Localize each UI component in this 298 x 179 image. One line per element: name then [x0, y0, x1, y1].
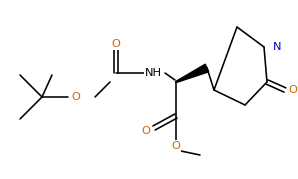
Text: O: O	[172, 141, 180, 151]
Text: O: O	[142, 126, 150, 136]
Text: O: O	[111, 39, 120, 49]
Text: O: O	[72, 92, 80, 102]
Polygon shape	[176, 64, 209, 83]
Text: N: N	[273, 42, 282, 52]
Text: NH: NH	[145, 68, 162, 78]
Text: O: O	[288, 85, 297, 95]
